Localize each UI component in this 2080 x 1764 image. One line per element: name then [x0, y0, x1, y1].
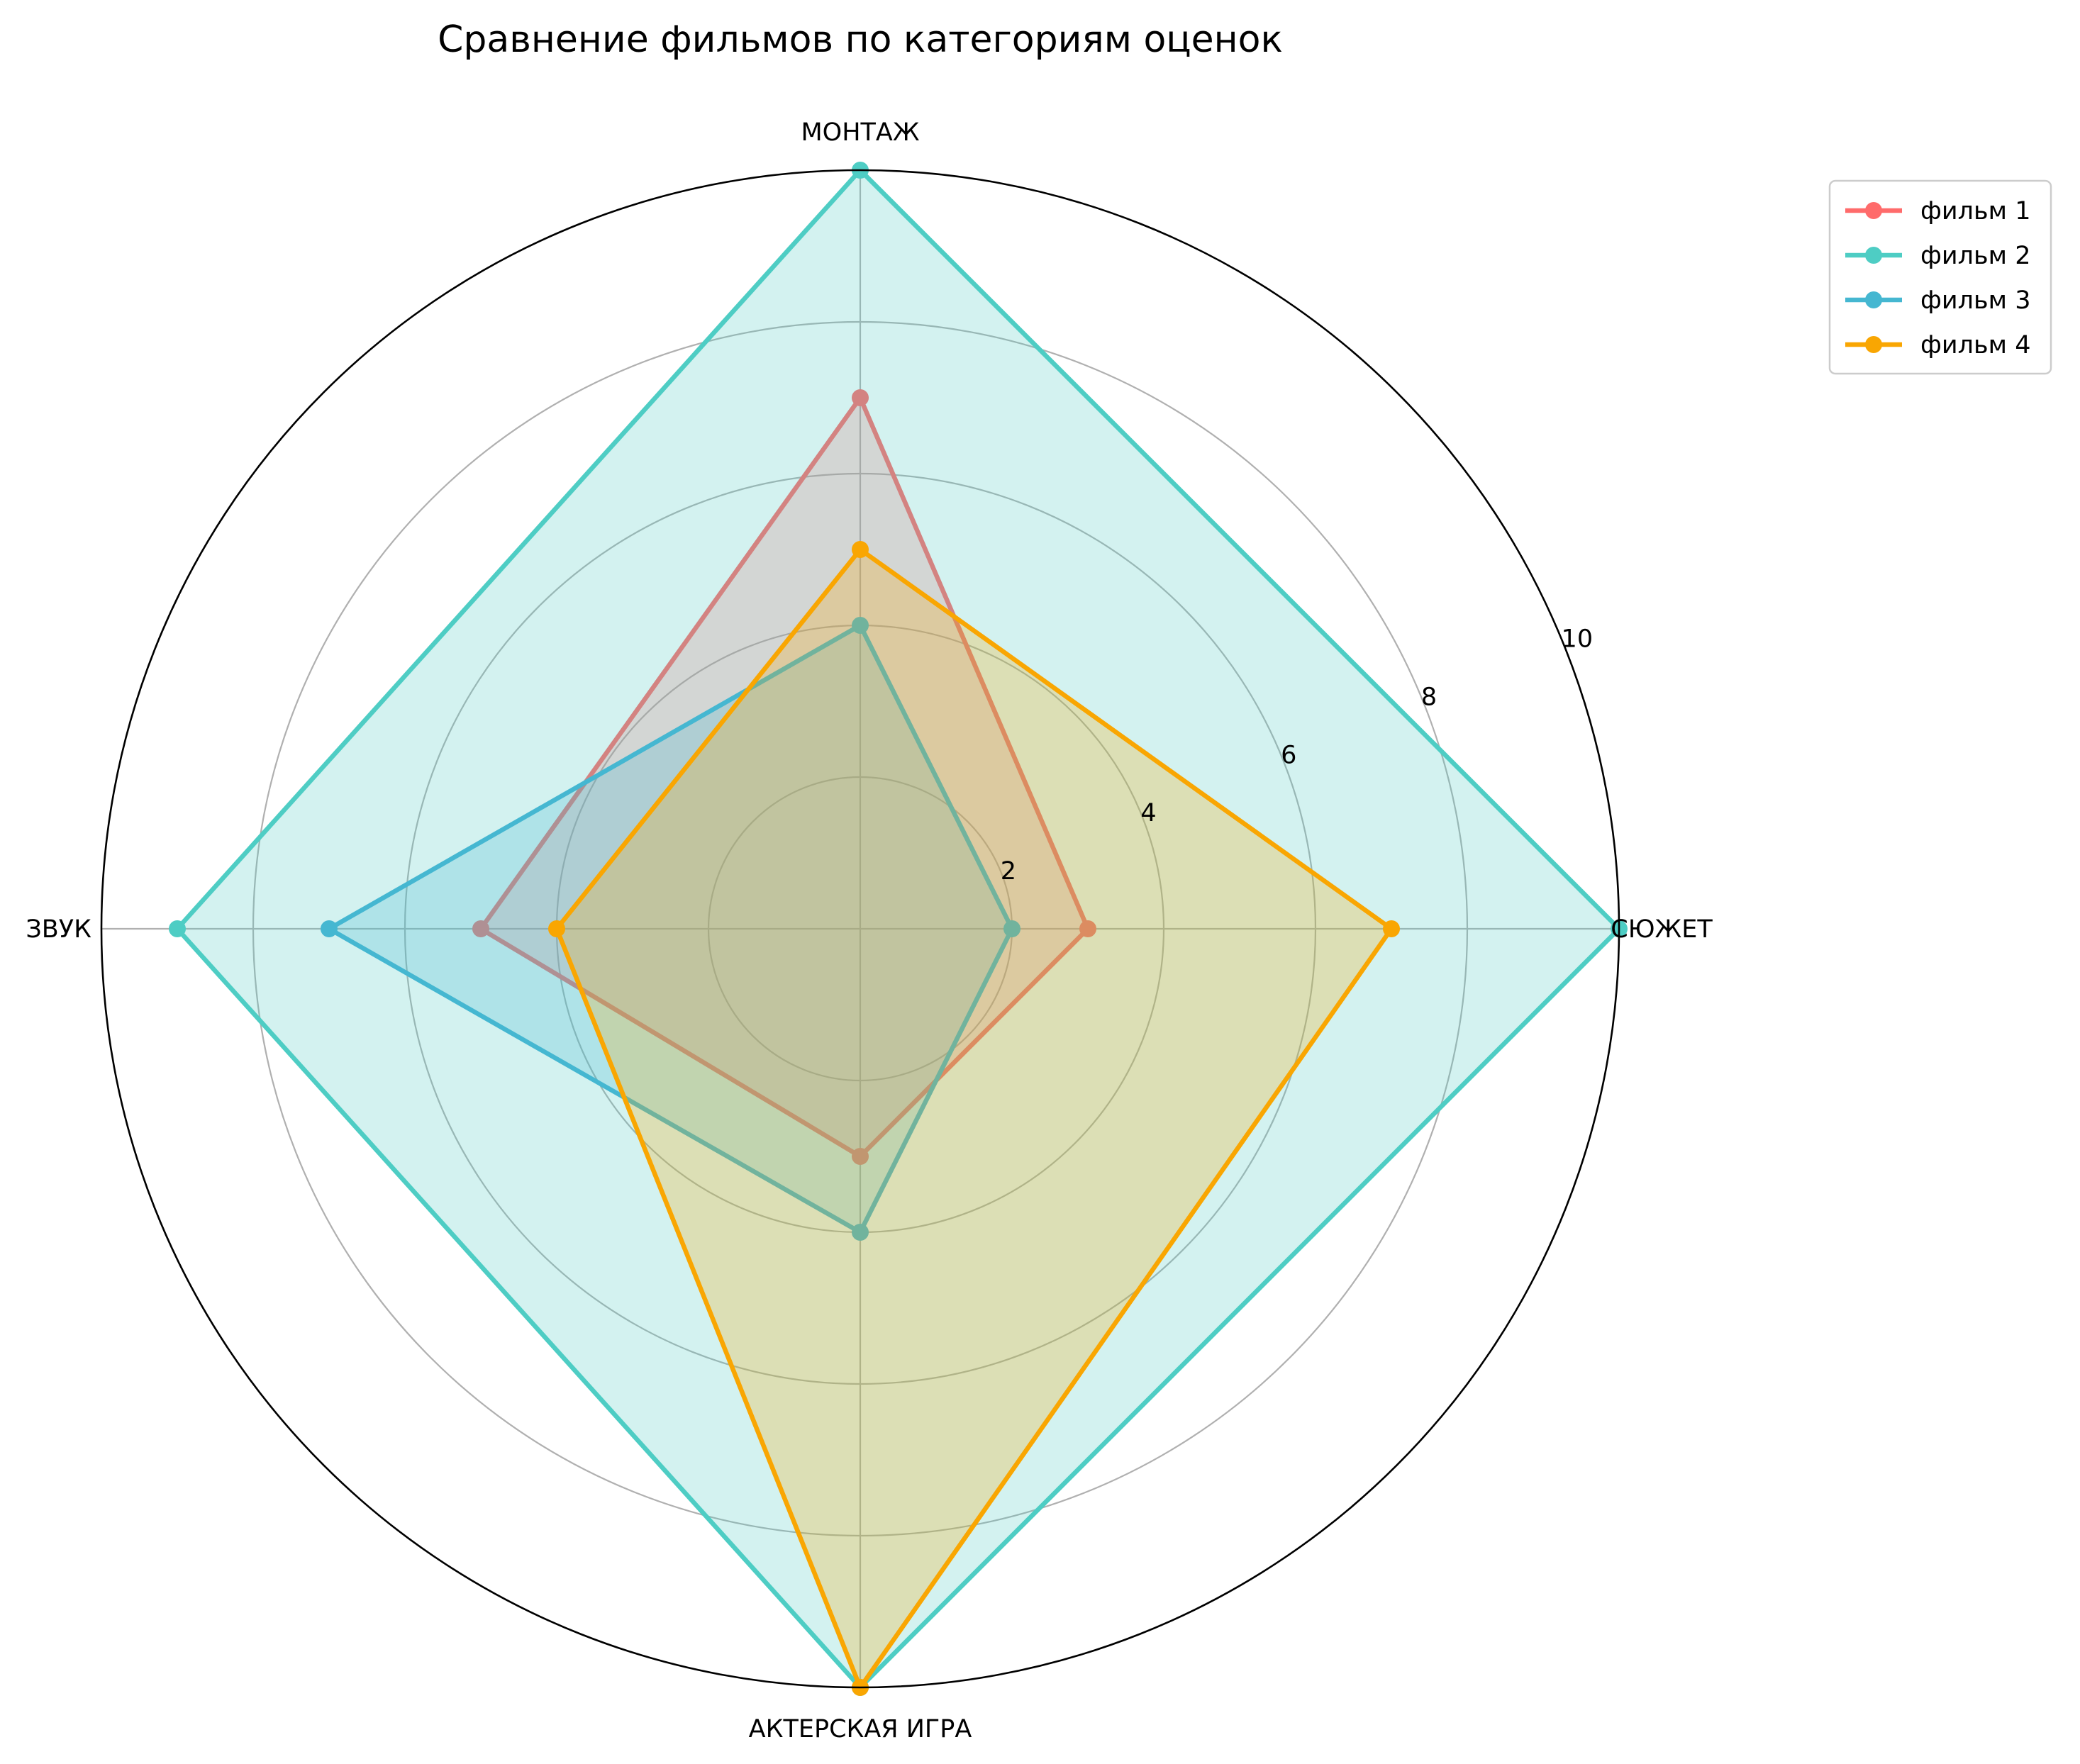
legend: фильм 1 фильм 2 фильм 3 фильм 4	[1828, 179, 2052, 375]
data-point	[321, 920, 338, 937]
series-area	[481, 398, 1088, 1156]
radial-tick-label: 2	[1001, 857, 1016, 886]
radial-tick-label: 8	[1421, 683, 1437, 711]
series-4	[548, 541, 1400, 1696]
category-label: ЗВУК	[26, 915, 91, 944]
legend-item: фильм 1	[1845, 197, 2030, 225]
series-area	[177, 170, 1619, 1687]
data-point	[852, 1148, 869, 1165]
legend-label: фильм 4	[1920, 331, 2030, 359]
legend-label: фильм 1	[1920, 197, 2030, 225]
legend-box	[1828, 179, 2052, 375]
series-3	[321, 617, 1020, 1241]
legend-item: фильм 2	[1845, 242, 2030, 270]
label-layer: 2 4 6 8 10 СЮЖЕТ МОНТАЖ ЗВУК АКТЕРСКАЯ ИГРА	[26, 118, 1713, 1743]
legend-label: фильм 2	[1920, 242, 2030, 270]
data-point	[1079, 920, 1096, 937]
series-area	[329, 625, 1012, 1232]
legend-swatch-marker	[1865, 336, 1882, 353]
data-point	[852, 1224, 869, 1241]
legend-swatch-marker	[1865, 291, 1882, 308]
data-point	[1383, 920, 1400, 937]
data-point	[169, 920, 186, 937]
chart-title: Сравнение фильмов по категориям оценок	[438, 18, 1283, 61]
radial-tick-label: 10	[1562, 625, 1594, 654]
radial-tick-label: 6	[1281, 741, 1296, 769]
data-point	[548, 920, 565, 937]
data-point	[852, 541, 869, 558]
series-area	[557, 549, 1391, 1687]
series-layer	[169, 162, 1628, 1696]
legend-item: фильм 4	[1845, 331, 2030, 359]
outer-frame	[100, 169, 1620, 1689]
data-point	[472, 920, 489, 937]
radial-tick-label: 4	[1140, 799, 1156, 827]
legend-swatch-marker	[1865, 247, 1882, 264]
data-point	[852, 389, 869, 406]
category-label: МОНТАЖ	[801, 118, 919, 147]
category-label: АКТЕРСКАЯ ИГРА	[749, 1715, 972, 1743]
data-point	[1003, 920, 1020, 937]
legend-label: фильм 3	[1920, 286, 2030, 315]
data-point	[852, 617, 869, 634]
category-label: СЮЖЕТ	[1611, 915, 1713, 944]
legend-swatch-marker	[1865, 202, 1882, 219]
legend-item: фильм 3	[1845, 286, 2030, 315]
series-2	[169, 162, 1628, 1696]
